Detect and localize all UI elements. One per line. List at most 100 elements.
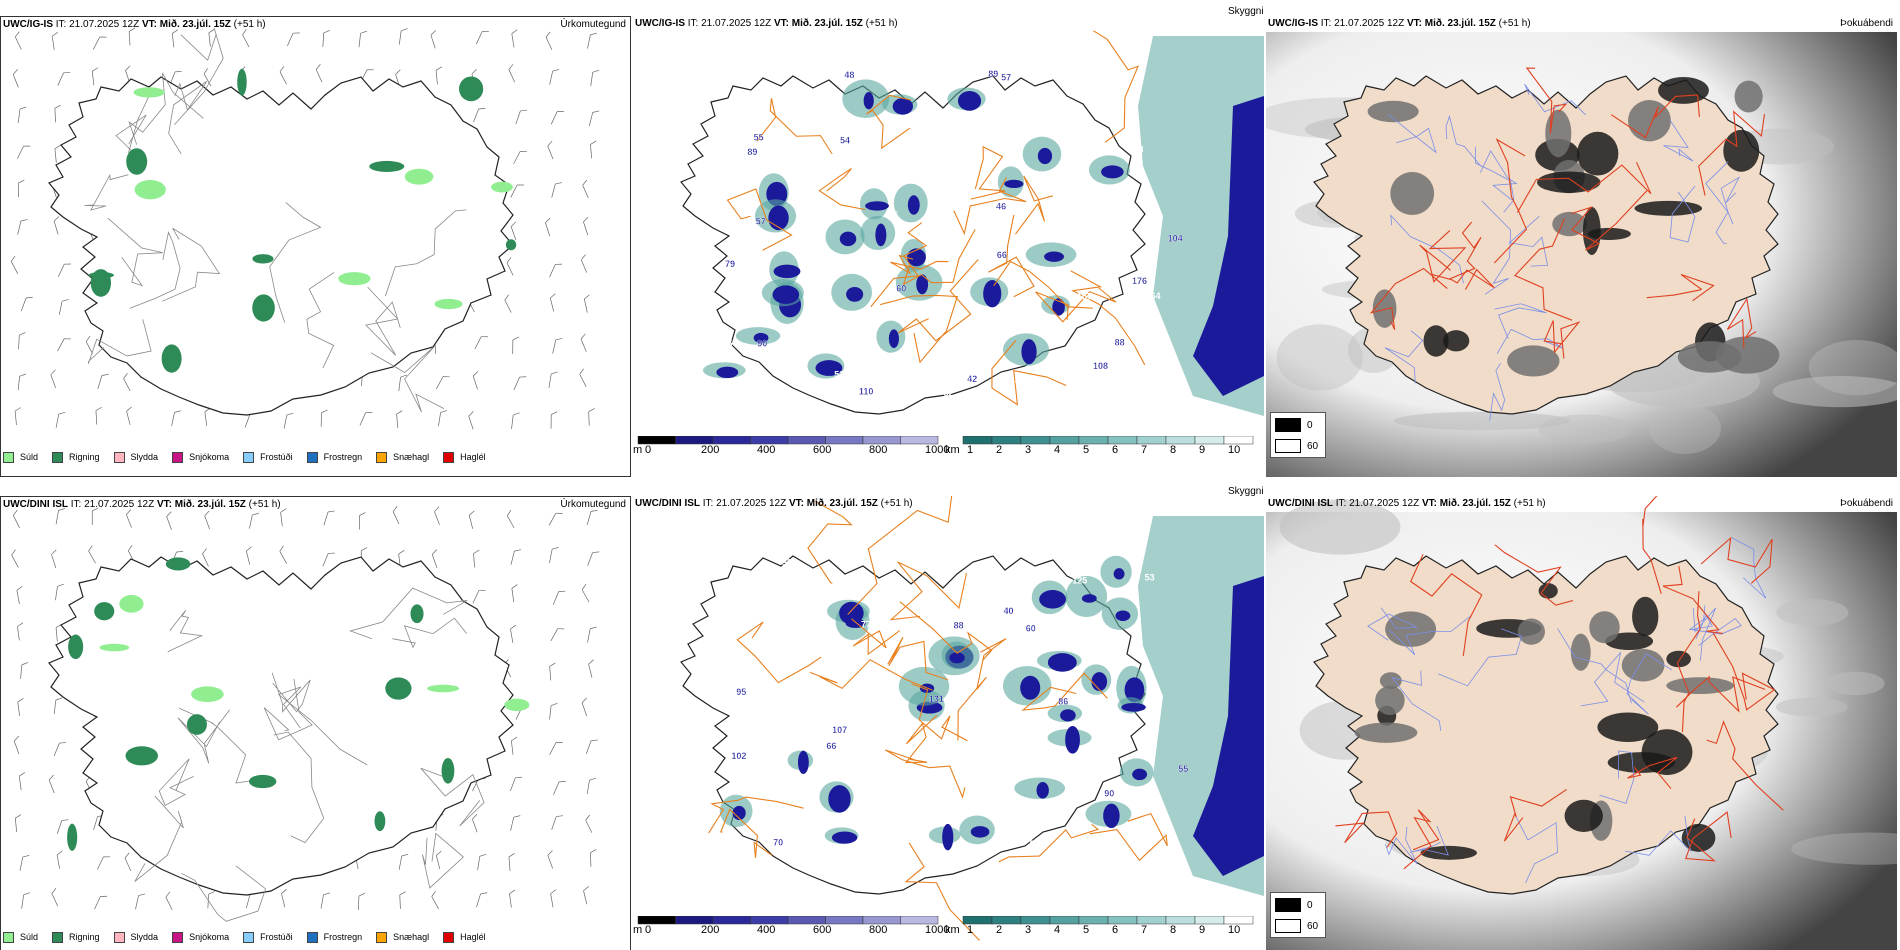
river-line <box>1508 215 1549 267</box>
legend-swatch <box>443 451 455 463</box>
visibility-value-label: 88 <box>1115 338 1125 348</box>
visibility-km-unit: km <box>945 924 960 936</box>
low-visibility-area <box>1091 672 1108 692</box>
valid-time: Mið. 23.júl. 15Z <box>174 499 246 510</box>
wind-barb <box>359 512 366 530</box>
color-bin <box>637 436 676 445</box>
color-bin <box>712 916 751 925</box>
iceland-land <box>48 76 514 416</box>
precip-area <box>504 698 530 712</box>
visibility-km-tick: 9 <box>1199 924 1206 936</box>
legend-item: Snæhagl <box>376 931 429 943</box>
road-line <box>87 319 152 364</box>
valid-time-label: VT: <box>788 498 804 509</box>
low-visibility-area <box>1113 568 1125 580</box>
wind-barb <box>51 32 58 51</box>
legend-swatch <box>52 931 64 943</box>
low-visibility-area <box>732 805 746 821</box>
visibility-value-label: 40 <box>1143 232 1153 242</box>
visibility-value-label: 102 <box>1015 374 1030 384</box>
fog-legend-high: 60 <box>1275 919 1318 933</box>
wind-barb <box>472 590 486 604</box>
road-line <box>847 496 953 615</box>
wind-barb <box>322 29 331 47</box>
road-line <box>277 686 368 766</box>
fog-swatch-low <box>1275 418 1301 432</box>
wind-barb <box>579 368 587 387</box>
wind-barb <box>54 104 61 123</box>
low-visibility-area <box>875 223 887 247</box>
model-name: UWC/DINI ISL <box>1268 498 1333 509</box>
panel-type-title: Þokuábendi <box>1840 18 1893 29</box>
wind-barb <box>509 889 516 908</box>
precip-area <box>434 298 463 310</box>
low-visibility-area <box>1004 179 1024 189</box>
precip-area <box>67 823 78 851</box>
wind-barb <box>203 68 212 87</box>
legend-swatch <box>172 931 184 943</box>
fog-blob <box>1641 729 1693 775</box>
wind-barb <box>281 888 287 908</box>
visibility-m-legend: m 0 200 400 600 800 1000 <box>633 436 949 470</box>
road-line <box>1419 230 1467 283</box>
visibility-value-label: 88 <box>954 620 964 630</box>
visibility-m-tick: 200 <box>701 924 720 936</box>
init-time-label: IT: <box>687 18 699 29</box>
visibility-value-label: 110 <box>859 386 874 396</box>
road-line <box>879 294 958 364</box>
river-line <box>1720 176 1741 225</box>
visibility-value-label: 66 <box>997 250 1007 260</box>
fog-blob <box>1443 330 1470 352</box>
road-line <box>273 731 325 844</box>
low-visibility-area <box>846 286 864 302</box>
precip-area <box>252 294 275 322</box>
visibility-km-tick: 5 <box>1083 444 1090 456</box>
river-line <box>1388 614 1473 656</box>
low-visibility-area <box>949 652 965 664</box>
road-line <box>890 254 949 275</box>
wind-barb <box>586 509 598 526</box>
low-visibility-area <box>797 750 809 774</box>
low-visibility-area <box>1039 590 1066 609</box>
fog-blob <box>1632 596 1659 637</box>
visibility-panel-title: Skyggni <box>1228 6 1264 17</box>
visibility-m-tick: 200 <box>701 444 720 456</box>
wind-barb <box>17 106 27 124</box>
fog-blob <box>1666 677 1734 694</box>
road-line <box>1525 67 1568 134</box>
visibility-value-label: 157 <box>1077 292 1092 302</box>
panel-header: UWC/DINI ISL IT: 21.07.2025 12Z VT: Mið.… <box>635 498 913 510</box>
visibility-value-label: 38 <box>1133 145 1143 155</box>
wind-barb <box>124 852 132 871</box>
road-line <box>392 617 467 649</box>
road-line <box>991 340 1067 406</box>
road-line <box>899 601 993 661</box>
wind-barb <box>17 179 25 198</box>
color-bin <box>962 916 993 925</box>
color-bin <box>1136 436 1167 445</box>
precip-area <box>161 344 182 373</box>
wind-barb <box>53 742 67 757</box>
low-visibility-area <box>1124 677 1145 703</box>
wind-barb <box>57 263 71 277</box>
road-line <box>1093 30 1140 143</box>
fog-blob <box>1390 171 1435 216</box>
wind-barb <box>279 66 287 85</box>
wind-barb <box>515 109 528 125</box>
valid-time-label: VT: <box>1421 498 1437 509</box>
visibility-value-label: 60 <box>1026 623 1036 633</box>
fog-index-legend: 0 60 <box>1270 892 1326 938</box>
low-visibility-area <box>1037 147 1053 165</box>
legend-label: Snæhagl <box>393 452 430 462</box>
init-time-label: IT: <box>702 498 714 509</box>
color-bin <box>787 436 826 445</box>
visibility-value-label: 45 <box>888 210 898 220</box>
road-line <box>384 209 467 297</box>
road-line <box>263 678 313 741</box>
color-bin <box>1020 916 1051 925</box>
road-line <box>726 188 793 251</box>
wind-barb <box>399 891 406 909</box>
visibility-value-label: 125 <box>1072 575 1087 585</box>
legend-item: Frostúði <box>243 451 293 463</box>
